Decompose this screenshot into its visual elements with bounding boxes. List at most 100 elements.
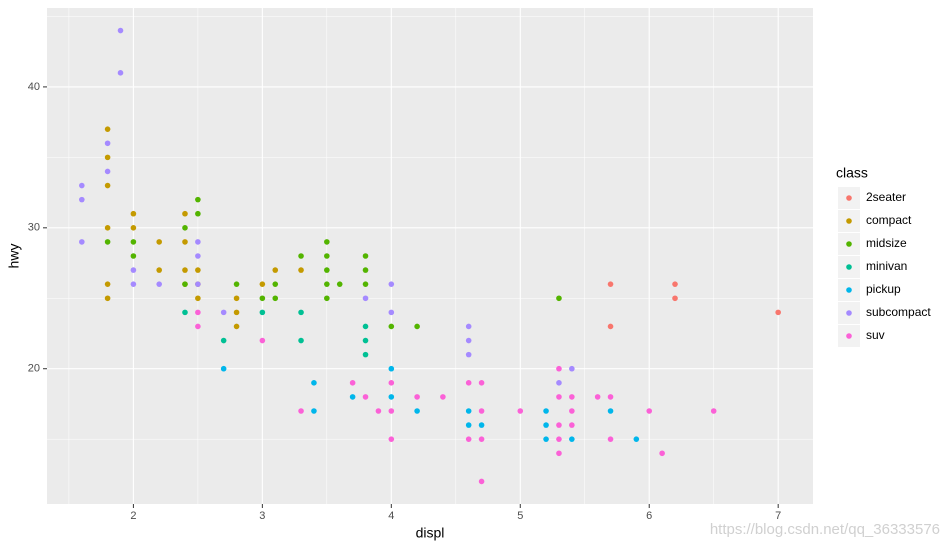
x-tick-label: 5 xyxy=(517,510,523,522)
x-tick-label: 2 xyxy=(130,510,136,522)
point xyxy=(104,182,111,189)
point xyxy=(672,295,678,302)
legend-swatch xyxy=(846,333,852,339)
point xyxy=(465,337,472,344)
point xyxy=(569,422,575,428)
point xyxy=(130,267,137,273)
point xyxy=(182,281,188,287)
point xyxy=(465,380,472,386)
point xyxy=(362,295,369,302)
point xyxy=(478,380,485,386)
point xyxy=(79,239,85,245)
point xyxy=(672,281,678,287)
point xyxy=(259,295,266,302)
point xyxy=(272,295,279,302)
point xyxy=(465,323,472,330)
point xyxy=(195,210,201,217)
point xyxy=(195,239,201,245)
point xyxy=(324,239,330,245)
point xyxy=(272,281,279,287)
point xyxy=(517,408,524,414)
point xyxy=(362,253,369,259)
point xyxy=(298,337,304,344)
point xyxy=(130,239,137,245)
watermark: https://blog.csdn.net/qq_36333576 xyxy=(710,521,940,538)
point xyxy=(324,267,330,273)
point xyxy=(607,281,614,287)
point xyxy=(311,380,317,386)
point xyxy=(465,436,472,442)
point xyxy=(336,281,343,287)
y-tick-label: 40 xyxy=(28,81,40,93)
point xyxy=(104,126,111,132)
point xyxy=(104,168,111,175)
point xyxy=(440,394,446,400)
point xyxy=(195,196,201,203)
point xyxy=(478,478,485,485)
point xyxy=(607,323,614,330)
legend-swatch xyxy=(846,264,852,270)
point xyxy=(104,225,111,231)
point xyxy=(195,323,201,330)
legend-swatch xyxy=(846,218,852,224)
point xyxy=(543,422,549,428)
point xyxy=(324,253,330,259)
point xyxy=(182,267,188,273)
point xyxy=(388,323,395,330)
point xyxy=(388,436,395,442)
point xyxy=(182,239,188,245)
point xyxy=(298,253,304,259)
point xyxy=(414,323,420,330)
point xyxy=(388,309,395,316)
x-tick-label: 3 xyxy=(259,510,265,522)
point xyxy=(478,436,485,442)
point xyxy=(388,365,395,372)
point xyxy=(543,436,549,442)
point xyxy=(104,154,111,161)
point xyxy=(633,436,640,442)
point xyxy=(182,225,188,231)
point xyxy=(465,351,472,358)
legend-label: minivan xyxy=(866,259,907,273)
point xyxy=(362,337,369,344)
point xyxy=(388,281,395,287)
point xyxy=(220,337,227,344)
point xyxy=(607,394,614,400)
legend-title: class xyxy=(836,165,868,181)
y-tick-label: 30 xyxy=(28,222,40,234)
point xyxy=(375,408,382,414)
point xyxy=(195,309,201,316)
point xyxy=(362,323,369,330)
point xyxy=(79,182,85,189)
point xyxy=(362,281,369,287)
point xyxy=(465,408,472,414)
x-tick-label: 6 xyxy=(646,510,652,522)
point xyxy=(362,267,369,273)
point xyxy=(233,309,240,316)
point xyxy=(298,267,304,273)
point xyxy=(659,450,665,457)
point xyxy=(195,281,201,287)
point xyxy=(233,323,240,330)
legend-swatch xyxy=(846,310,852,316)
point xyxy=(156,267,162,273)
point xyxy=(775,309,781,316)
point xyxy=(349,394,356,400)
legend-swatch xyxy=(846,287,852,293)
point xyxy=(259,309,266,316)
point xyxy=(362,351,369,358)
point xyxy=(259,337,266,344)
point xyxy=(569,365,575,372)
point xyxy=(362,394,369,400)
legend-swatch xyxy=(846,241,852,247)
legend-label: midsize xyxy=(866,236,907,250)
point xyxy=(182,210,188,217)
point xyxy=(607,408,614,414)
point xyxy=(324,281,330,287)
point xyxy=(710,408,717,414)
point xyxy=(388,408,395,414)
point xyxy=(324,295,330,302)
point xyxy=(117,70,124,76)
point xyxy=(478,408,485,414)
